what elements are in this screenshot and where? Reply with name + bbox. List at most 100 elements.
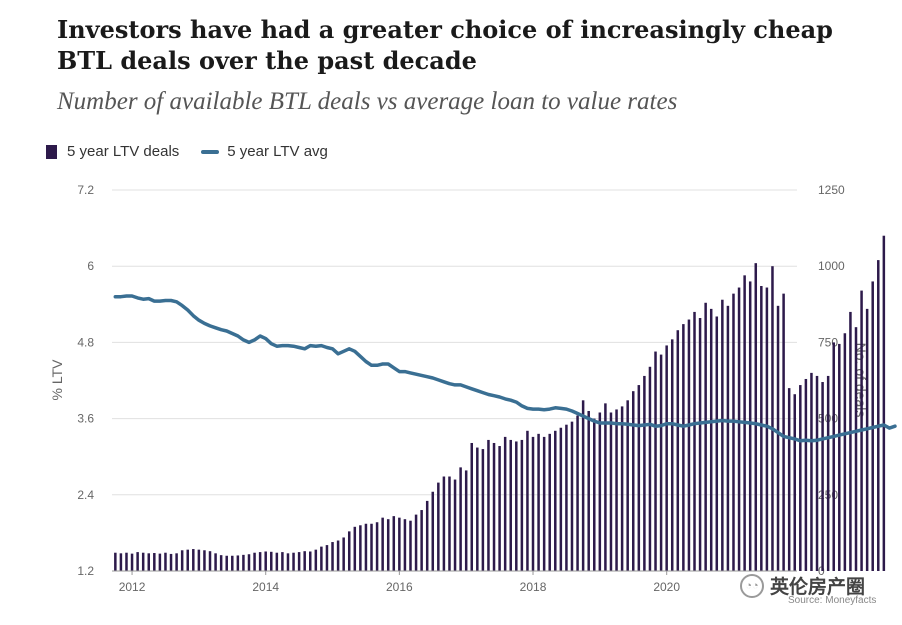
bar — [676, 330, 680, 571]
x-tick-label: 2012 — [119, 580, 146, 594]
bar — [693, 311, 696, 571]
bar — [325, 545, 329, 571]
bar — [448, 476, 451, 571]
bar — [687, 319, 691, 571]
bar — [793, 394, 796, 571]
bar — [804, 378, 808, 571]
bar — [275, 552, 279, 571]
source-note: Source: Moneyfacts — [788, 595, 877, 606]
bar — [270, 551, 273, 571]
bar — [409, 520, 412, 571]
bar — [593, 418, 596, 571]
y-left-tick-label: 1.2 — [77, 564, 94, 578]
bar — [670, 339, 674, 571]
bar — [164, 552, 167, 571]
bar — [721, 299, 724, 571]
bar — [715, 316, 719, 571]
bar — [464, 470, 468, 571]
bar — [877, 260, 880, 571]
bar — [381, 517, 384, 571]
bar — [520, 439, 524, 571]
bar — [459, 467, 462, 571]
legend: 5 year LTV deals 5 year LTV avg — [46, 143, 350, 160]
bar — [342, 537, 345, 571]
bar — [771, 266, 774, 571]
bar — [314, 549, 318, 571]
bar — [141, 552, 145, 571]
bar — [303, 551, 306, 571]
bar — [648, 366, 652, 571]
x-tick-label: 2018 — [520, 580, 547, 594]
bar — [231, 555, 234, 571]
x-tick-label: 2020 — [653, 580, 680, 594]
bar — [565, 424, 568, 571]
y-left-tick-label: 2.4 — [77, 488, 94, 502]
bar — [570, 421, 574, 571]
bar — [158, 553, 162, 571]
bar — [732, 293, 735, 571]
wechat-icon: ◔◔ — [740, 573, 764, 598]
bar — [787, 388, 791, 571]
bar — [776, 305, 780, 571]
bar — [347, 531, 351, 571]
bar — [615, 409, 618, 571]
bar — [643, 375, 646, 571]
y-right-tick-label: 1000 — [818, 259, 845, 273]
bar — [865, 308, 869, 571]
bar — [815, 375, 819, 571]
bar — [659, 354, 663, 571]
bar — [481, 449, 485, 571]
bar — [281, 552, 284, 571]
legend-bar-swatch — [46, 144, 57, 159]
bar — [492, 442, 496, 571]
bar — [197, 549, 201, 571]
bar — [598, 412, 602, 571]
x-tick-label: 2016 — [386, 580, 413, 594]
bar — [760, 286, 763, 571]
bar — [320, 546, 323, 571]
bar — [576, 415, 579, 571]
legend-line-label: 5 year LTV avg — [227, 143, 328, 160]
bar — [453, 479, 457, 571]
bar — [392, 516, 396, 571]
bar — [258, 552, 262, 571]
bar — [542, 436, 546, 571]
bar — [153, 553, 156, 571]
bar — [136, 552, 139, 571]
bar — [119, 553, 123, 571]
x-tick-label: 2014 — [252, 580, 279, 594]
bar — [297, 552, 301, 571]
bar — [849, 311, 852, 571]
y-left-tick-label: 7.2 — [77, 183, 94, 197]
bar — [114, 552, 117, 571]
bar — [286, 553, 290, 571]
bar — [336, 540, 340, 571]
chart-title: Investors have had a greater choice of i… — [57, 15, 833, 75]
bar — [359, 525, 362, 571]
bar — [799, 385, 802, 571]
bar — [130, 553, 134, 571]
watermark-text: 英伦房产圈 — [770, 576, 866, 598]
watermark: ◔◔ 英伦房产圈 — [740, 572, 865, 599]
bar — [726, 305, 730, 571]
bar — [709, 308, 713, 571]
bar — [414, 514, 418, 571]
bar — [264, 551, 267, 571]
bar — [180, 550, 184, 571]
bar — [810, 372, 813, 571]
bar — [754, 263, 758, 571]
bar — [425, 500, 429, 571]
legend-line-swatch — [201, 149, 220, 154]
bar — [331, 542, 334, 571]
bar — [854, 327, 858, 571]
bar — [704, 302, 707, 571]
bar — [398, 517, 401, 571]
bar — [192, 549, 195, 571]
y-left-tick-label: 3.6 — [77, 412, 94, 426]
bar — [620, 406, 624, 571]
bar — [420, 510, 423, 571]
legend-item-bars: 5 year LTV deals — [46, 143, 179, 160]
bar — [186, 549, 189, 571]
bar — [637, 385, 641, 571]
